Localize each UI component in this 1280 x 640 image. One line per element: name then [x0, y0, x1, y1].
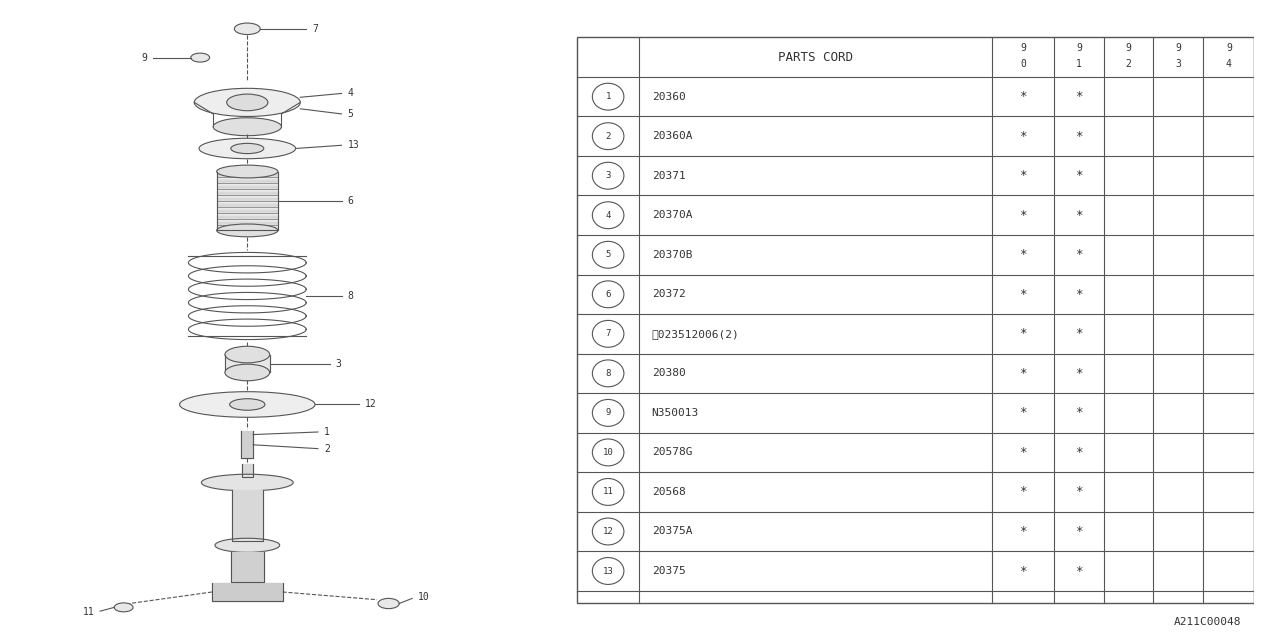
Text: 3: 3	[1175, 60, 1181, 69]
Text: 3: 3	[605, 172, 611, 180]
Text: 7: 7	[312, 24, 317, 34]
Text: 9: 9	[1226, 44, 1231, 54]
Text: *: *	[1019, 406, 1027, 419]
Text: *: *	[1019, 327, 1027, 340]
Text: 1: 1	[605, 92, 611, 101]
Text: 20375: 20375	[652, 566, 685, 576]
Text: 13: 13	[603, 566, 613, 575]
Text: 20372: 20372	[652, 289, 685, 300]
Text: 6: 6	[605, 290, 611, 299]
Text: 2: 2	[605, 132, 611, 141]
Text: 20370A: 20370A	[652, 211, 692, 220]
Text: 9: 9	[1076, 44, 1082, 54]
Text: 20568: 20568	[652, 487, 685, 497]
Text: N350013: N350013	[652, 408, 699, 418]
Text: *: *	[1019, 209, 1027, 221]
Text: 9: 9	[141, 52, 147, 63]
Text: *: *	[1075, 486, 1083, 499]
Text: *: *	[1019, 169, 1027, 182]
Text: 6: 6	[347, 196, 353, 206]
Text: *: *	[1019, 90, 1027, 103]
Text: *: *	[1075, 327, 1083, 340]
Text: 1: 1	[324, 427, 330, 437]
Text: 4: 4	[1226, 60, 1231, 69]
Text: 10: 10	[603, 448, 613, 457]
Ellipse shape	[229, 399, 265, 410]
Ellipse shape	[216, 165, 278, 178]
Text: *: *	[1019, 564, 1027, 577]
Text: *: *	[1019, 525, 1027, 538]
Ellipse shape	[234, 23, 260, 35]
Text: 8: 8	[347, 291, 353, 301]
Text: *: *	[1075, 209, 1083, 221]
Text: 20578G: 20578G	[652, 447, 692, 458]
Ellipse shape	[227, 94, 268, 111]
Text: 11: 11	[82, 607, 95, 618]
Text: 2: 2	[1125, 60, 1132, 69]
Text: *: *	[1075, 564, 1083, 577]
Text: ⓝ023512006(2): ⓝ023512006(2)	[652, 329, 740, 339]
Text: 5: 5	[605, 250, 611, 259]
Ellipse shape	[378, 598, 399, 609]
Text: 20371: 20371	[652, 171, 685, 180]
Ellipse shape	[230, 143, 264, 154]
Text: 9: 9	[1125, 44, 1132, 54]
Text: *: *	[1019, 486, 1027, 499]
Text: 2: 2	[324, 444, 330, 454]
Text: 9: 9	[1175, 44, 1181, 54]
Text: 0: 0	[1020, 60, 1025, 69]
Text: 4: 4	[347, 88, 353, 99]
Text: *: *	[1019, 288, 1027, 301]
Text: *: *	[1019, 130, 1027, 143]
Ellipse shape	[114, 603, 133, 612]
Ellipse shape	[195, 88, 301, 116]
Text: *: *	[1019, 446, 1027, 459]
Ellipse shape	[225, 346, 270, 363]
Ellipse shape	[215, 538, 280, 552]
Text: 7: 7	[605, 330, 611, 339]
Ellipse shape	[216, 224, 278, 237]
Ellipse shape	[225, 364, 270, 381]
Text: 20370B: 20370B	[652, 250, 692, 260]
Text: *: *	[1019, 248, 1027, 261]
Ellipse shape	[201, 474, 293, 491]
Ellipse shape	[179, 392, 315, 417]
Text: *: *	[1075, 446, 1083, 459]
Text: 12: 12	[365, 399, 376, 410]
Text: *: *	[1075, 169, 1083, 182]
Text: 3: 3	[335, 358, 342, 369]
Text: *: *	[1075, 367, 1083, 380]
Text: PARTS CORD: PARTS CORD	[778, 51, 852, 63]
Text: 20360A: 20360A	[652, 131, 692, 141]
Ellipse shape	[198, 138, 296, 159]
Text: 10: 10	[419, 592, 430, 602]
Text: 9: 9	[1020, 44, 1025, 54]
Text: 20380: 20380	[652, 369, 685, 378]
Text: A211C00048: A211C00048	[1174, 617, 1242, 627]
Ellipse shape	[214, 118, 282, 136]
Text: 12: 12	[603, 527, 613, 536]
Text: 20375A: 20375A	[652, 527, 692, 536]
Text: 13: 13	[347, 140, 360, 150]
Text: 20360: 20360	[652, 92, 685, 102]
Text: *: *	[1075, 90, 1083, 103]
Text: 5: 5	[347, 109, 353, 119]
Text: *: *	[1075, 248, 1083, 261]
Text: *: *	[1075, 406, 1083, 419]
Ellipse shape	[191, 53, 210, 62]
Text: *: *	[1075, 288, 1083, 301]
Text: 8: 8	[605, 369, 611, 378]
Text: *: *	[1019, 367, 1027, 380]
Text: 4: 4	[605, 211, 611, 220]
Text: *: *	[1075, 130, 1083, 143]
Text: 9: 9	[605, 408, 611, 417]
Text: 11: 11	[603, 488, 613, 497]
Text: 1: 1	[1076, 60, 1082, 69]
Text: *: *	[1075, 525, 1083, 538]
